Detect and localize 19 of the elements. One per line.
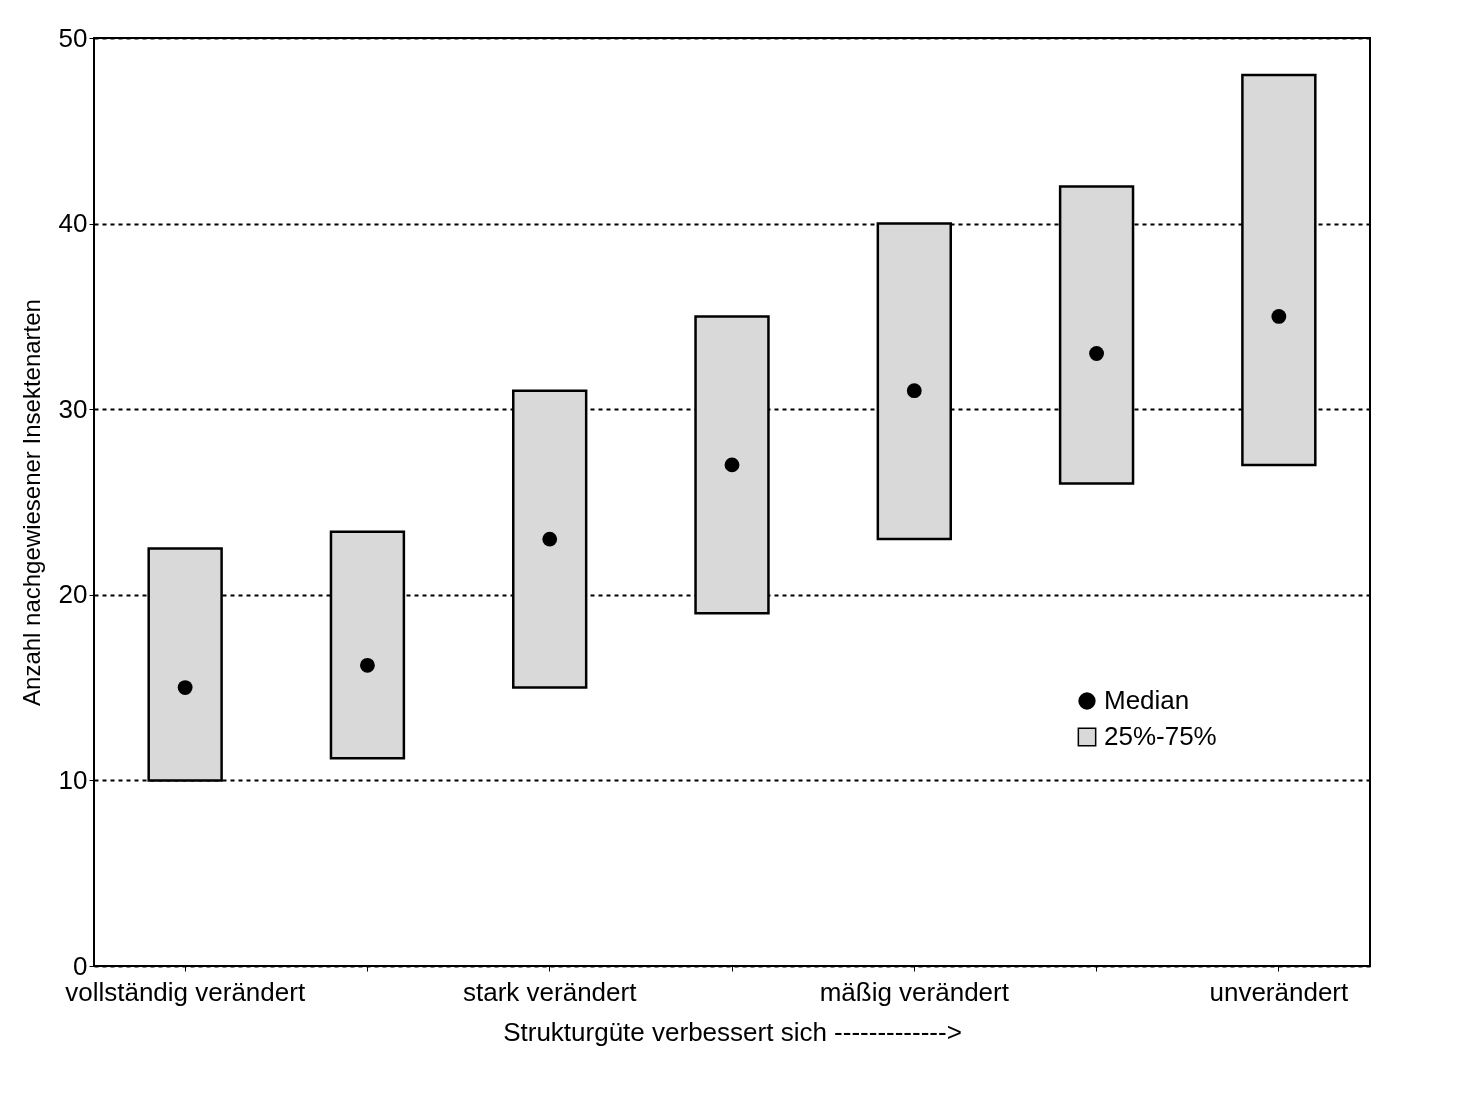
legend-label: 25%-75% [1104, 721, 1217, 751]
x-tick-label: stark verändert [463, 976, 638, 1007]
y-tick-label: 20 [58, 579, 88, 610]
x-axis-title: Strukturgüte verbessert sich -------------> [503, 1016, 962, 1047]
x-tick-label: mäßig verändert [819, 976, 1010, 1007]
legend-label: Median [1104, 685, 1190, 715]
point [1089, 346, 1104, 361]
point [177, 680, 193, 695]
y-tick-label: 40 [58, 208, 88, 239]
y-tick-label: 10 [58, 764, 88, 795]
y-tick-label: 30 [58, 393, 88, 424]
point [724, 457, 740, 473]
y-tick-label: 50 [58, 22, 88, 53]
y-axis-title: Anzahl nachgewiesener Insektenarten [17, 299, 45, 706]
x-tick-label: unverändert [1209, 976, 1350, 1007]
point [1271, 309, 1287, 324]
point [360, 657, 375, 673]
point [906, 383, 922, 399]
point [542, 531, 558, 547]
